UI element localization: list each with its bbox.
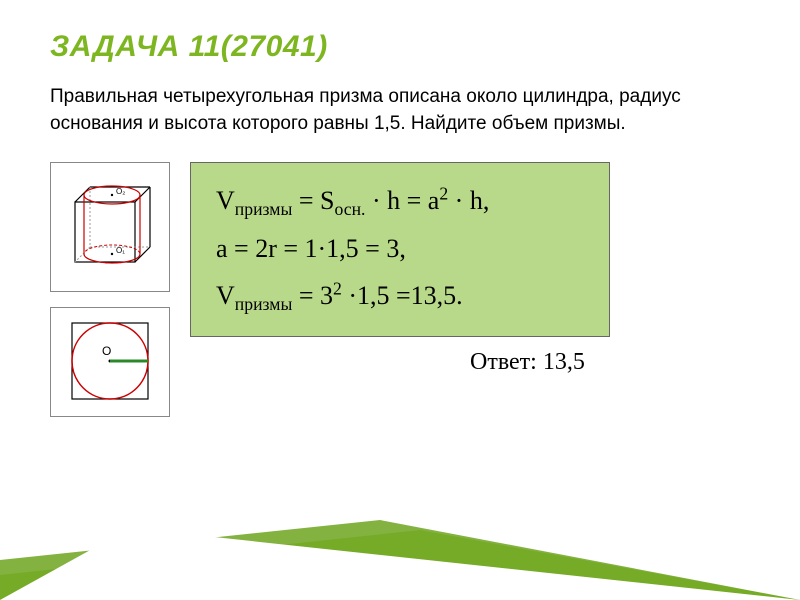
formula-line-1: Vпризмы = Sосн. · h = a2 · h, xyxy=(216,178,584,226)
slide-title: ЗАДАЧА 11(27041) xyxy=(50,30,750,64)
diagrams-column: O₂ O₁ O xyxy=(50,162,170,417)
circle-diagram: O xyxy=(50,307,170,417)
formula-line-2: a = 2r = 1·1,5 = 3, xyxy=(216,226,584,273)
decorative-stripe xyxy=(0,520,800,600)
svg-text:O₁: O₁ xyxy=(116,246,125,255)
svg-text:O₂: O₂ xyxy=(116,187,125,196)
content-area: O₂ O₁ O Vпризмы = Sосн. · h = a2 · h, xyxy=(50,162,750,417)
answer-line: Ответ: 13,5 xyxy=(470,349,610,376)
svg-text:O: O xyxy=(102,344,111,358)
formula-line-3: Vпризмы = 32 ·1,5 =13,5. xyxy=(216,273,584,321)
problem-statement: Правильная четырехугольная призма описан… xyxy=(50,84,750,137)
prism-diagram: O₂ O₁ xyxy=(50,162,170,292)
formula-block: Vпризмы = Sосн. · h = a2 · h, a = 2r = 1… xyxy=(190,162,610,337)
formula-answer-column: Vпризмы = Sосн. · h = a2 · h, a = 2r = 1… xyxy=(190,162,610,376)
